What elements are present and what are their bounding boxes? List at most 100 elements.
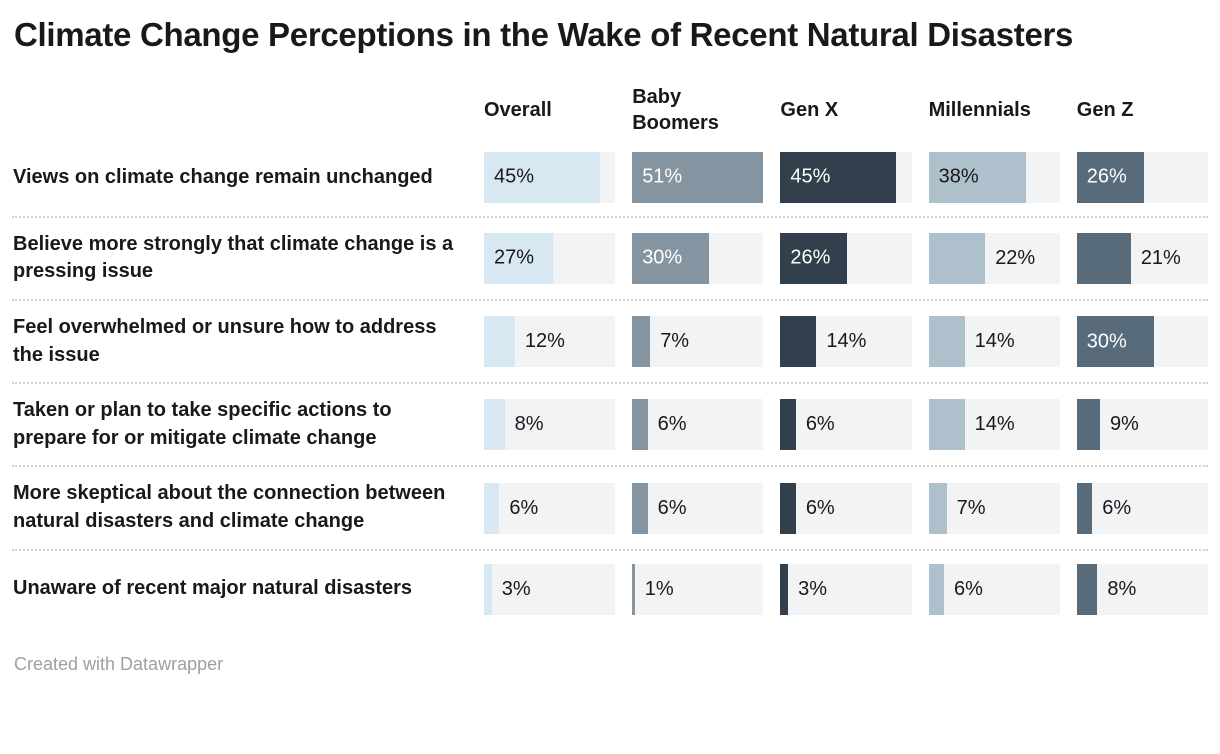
chart-row: Feel overwhelmed or unsure how to addres… [12, 301, 1208, 385]
bar-track-gen-z: 30% [1076, 316, 1208, 368]
bar-fill-millennials[interactable] [928, 563, 945, 615]
chart-page: Climate Change Perceptions in the Wake o… [12, 16, 1208, 674]
bar-track-gen-z: 21% [1076, 232, 1208, 284]
row-label: Feel overwhelmed or unsure how to addres… [13, 316, 437, 366]
bar-track-baby-boomers: 1% [632, 563, 764, 615]
bar-value-label: 45% [494, 165, 535, 188]
chart-row: Views on climate change remain unchanged… [12, 139, 1208, 218]
bar-fill-overall[interactable]: 45% [484, 151, 600, 203]
bar-fill-millennials[interactable] [928, 316, 965, 368]
bar-fill-millennials[interactable] [928, 232, 986, 284]
bar-track-baby-boomers: 51% [632, 151, 764, 203]
bar-track-overall: 6% [484, 482, 616, 534]
column-header-label: Overall [484, 98, 552, 121]
bar-value-label: 51% [642, 165, 683, 188]
bar-fill-millennials[interactable] [928, 482, 947, 534]
chart-row: More skeptical about the connection betw… [12, 467, 1208, 551]
bar-value-label: 8% [514, 413, 544, 436]
bar-fill-millennials[interactable] [928, 399, 965, 451]
bar-track-baby-boomers: 30% [632, 232, 764, 284]
bar-track-overall: 8% [484, 399, 616, 451]
bar-fill-gen-x[interactable] [780, 482, 796, 534]
bar-track-baby-boomers: 6% [632, 482, 764, 534]
bar-fill-baby-boomers[interactable] [632, 482, 648, 534]
bar-value-label: 6% [805, 496, 835, 519]
column-header-label: Gen Z [1076, 98, 1134, 121]
bar-value-label: 22% [995, 246, 1036, 269]
bar-value-label: 38% [938, 165, 979, 188]
bar-value-label: 14% [974, 330, 1015, 353]
bar-value-label: 9% [1109, 413, 1139, 436]
bar-fill-overall[interactable] [484, 563, 492, 615]
bar-fill-gen-x[interactable] [780, 399, 796, 451]
bar-value-label: 14% [974, 413, 1015, 436]
bar-value-label: 26% [1086, 165, 1127, 188]
chart-row: Unaware of recent major natural disaster… [12, 551, 1208, 628]
bar-value-label: 27% [494, 246, 535, 269]
bar-value-label: 6% [509, 496, 539, 519]
bar-value-label: 14% [826, 330, 867, 353]
column-header-label: Baby Boomers [632, 85, 719, 134]
bar-value-label: 26% [790, 246, 831, 269]
row-label: Believe more strongly that climate chang… [13, 232, 454, 283]
bar-track-baby-boomers: 7% [632, 316, 764, 368]
bar-fill-gen-z[interactable] [1076, 563, 1098, 615]
column-header-label: Gen X [780, 98, 839, 121]
column-header-row: Overall Baby Boomers Gen X Millennials G… [12, 81, 1208, 139]
bar-fill-gen-x[interactable]: 26% [780, 232, 848, 284]
bar-track-millennials: 22% [928, 232, 1060, 284]
bar-track-millennials: 6% [928, 563, 1060, 615]
bar-value-label: 30% [642, 246, 683, 269]
bar-track-overall: 12% [484, 316, 616, 368]
bar-fill-gen-x[interactable] [780, 563, 789, 615]
bar-value-label: 30% [1086, 330, 1127, 353]
bar-track-gen-x: 6% [780, 399, 912, 451]
bar-track-gen-x: 45% [780, 151, 912, 203]
bar-fill-gen-z[interactable] [1076, 482, 1093, 534]
bar-track-millennials: 38% [928, 151, 1060, 203]
bar-fill-millennials[interactable]: 38% [928, 151, 1027, 203]
bar-fill-gen-z[interactable] [1076, 232, 1131, 284]
bar-fill-baby-boomers[interactable] [632, 316, 651, 368]
bar-fill-gen-z[interactable]: 26% [1076, 151, 1144, 203]
bar-fill-gen-z[interactable]: 30% [1076, 316, 1154, 368]
bar-track-gen-x: 14% [780, 316, 912, 368]
bar-value-label: 6% [805, 413, 835, 436]
bar-fill-overall[interactable]: 27% [484, 232, 554, 284]
bar-fill-baby-boomers[interactable] [632, 399, 648, 451]
row-label: Taken or plan to take specific actions t… [13, 399, 392, 449]
bar-value-label: 7% [660, 330, 690, 353]
bar-value-label: 21% [1140, 246, 1181, 269]
bar-track-gen-z: 9% [1076, 399, 1208, 451]
chart-body: Views on climate change remain unchanged… [12, 139, 1208, 628]
bar-fill-gen-x[interactable]: 45% [780, 151, 897, 203]
bar-track-baby-boomers: 6% [632, 399, 764, 451]
bar-value-label: 6% [954, 577, 983, 600]
bar-track-overall: 45% [484, 151, 616, 203]
attribution-text: Created with Datawrapper [14, 653, 224, 674]
bar-fill-baby-boomers[interactable]: 30% [632, 232, 710, 284]
bar-track-overall: 27% [484, 232, 616, 284]
bar-track-gen-x: 6% [780, 482, 912, 534]
row-label: Unaware of recent major natural disaster… [13, 577, 413, 600]
bar-track-millennials: 14% [928, 316, 1060, 368]
bar-value-label: 1% [644, 577, 674, 600]
column-header-millennials: Millennials [929, 97, 1060, 123]
bar-fill-gen-x[interactable] [780, 316, 817, 368]
bar-value-label: 3% [798, 577, 827, 600]
bar-track-overall: 3% [484, 563, 616, 615]
bar-fill-baby-boomers[interactable] [632, 563, 635, 615]
bar-fill-overall[interactable] [484, 482, 500, 534]
bar-track-gen-z: 8% [1076, 563, 1208, 615]
column-header-baby-boomers: Baby Boomers [632, 84, 763, 136]
column-header-gen-z: Gen Z [1077, 97, 1208, 123]
bar-fill-overall[interactable] [484, 316, 515, 368]
bar-value-label: 7% [956, 496, 986, 519]
bar-fill-overall[interactable] [484, 399, 505, 451]
chart-title: Climate Change Perceptions in the Wake o… [14, 16, 1074, 53]
bar-track-gen-z: 6% [1076, 482, 1208, 534]
bar-track-gen-x: 26% [780, 232, 912, 284]
bar-fill-gen-z[interactable] [1076, 399, 1100, 451]
bar-fill-baby-boomers[interactable]: 51% [632, 151, 764, 203]
row-label: More skeptical about the connection betw… [13, 482, 446, 533]
